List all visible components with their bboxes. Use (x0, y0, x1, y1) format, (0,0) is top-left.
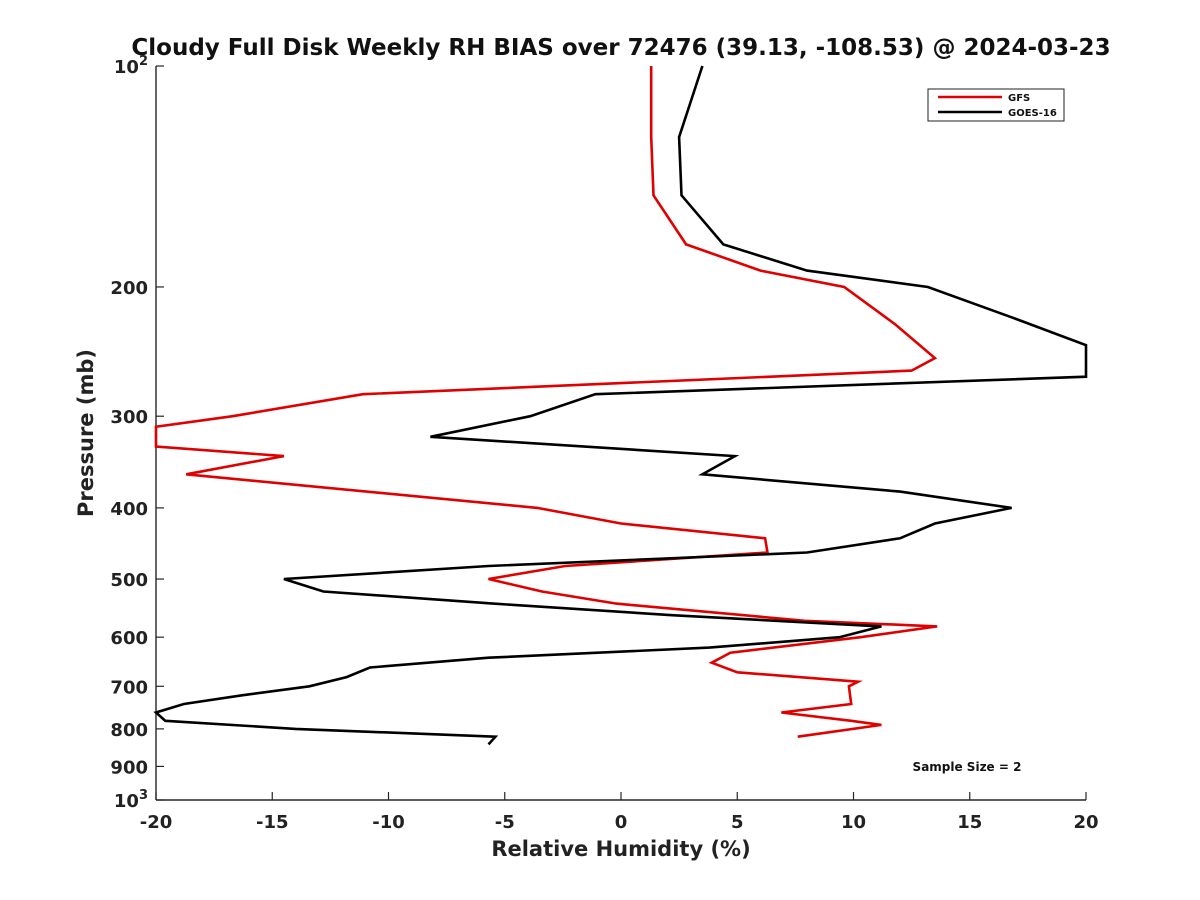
x-tick-label: -15 (256, 812, 289, 833)
y-axis-label: Pressure (mb) (74, 349, 98, 517)
y-tick-label: 200 (110, 278, 148, 299)
sample-size-annotation: Sample Size = 2 (913, 760, 1022, 774)
x-tick-label: -10 (372, 812, 405, 833)
x-tick-label: 15 (957, 812, 982, 833)
x-tick-label: -20 (140, 812, 173, 833)
y-tick-label: 300 (110, 407, 148, 428)
y-tick-label: 800 (110, 720, 148, 741)
y-tick-label: 900 (110, 757, 148, 778)
plot-area: -20 -15 -10 -5 0 5 10 15 20 102 200 300 400 500 600 70… (110, 54, 1098, 833)
y-tick-label: 600 (110, 628, 148, 649)
x-tick-label: -5 (495, 812, 515, 833)
series-line-gfs (154, 66, 938, 738)
x-tick-label: 0 (615, 812, 628, 833)
legend-label-gfs: GFS (1008, 93, 1030, 104)
y-tick-label: 500 (110, 570, 148, 591)
y-tick-label: 103 (114, 788, 148, 812)
chart-title: Cloudy Full Disk Weekly RH BIAS over 724… (131, 35, 1110, 61)
x-axis-ticks: -20 -15 -10 -5 0 5 10 15 20 (140, 792, 1099, 833)
y-tick-label: 700 (110, 677, 148, 698)
x-axis-label: Relative Humidity (%) (491, 837, 750, 861)
y-tick-label: 102 (114, 54, 148, 78)
series-line-goes16 (153, 65, 1088, 746)
y-axis-ticks: 102 200 300 400 500 600 700 800 900 103 (110, 54, 164, 812)
x-tick-label: 10 (841, 812, 866, 833)
legend: GFS GOES-16 (927, 88, 1065, 122)
series-layer (153, 65, 1088, 746)
x-tick-label: 20 (1073, 812, 1098, 833)
legend-label-goes16: GOES-16 (1008, 108, 1057, 119)
legend-box (927, 88, 1065, 122)
plot-background (156, 66, 1086, 800)
x-tick-label: 5 (731, 812, 744, 833)
y-tick-label: 400 (110, 499, 148, 520)
